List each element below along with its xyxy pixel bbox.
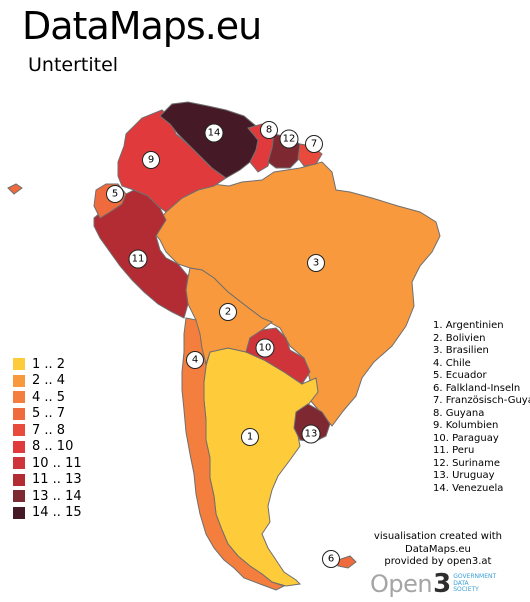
svg-text:11: 11 (132, 254, 145, 265)
svg-text:10: 10 (259, 343, 272, 354)
country-key-list: 1. Argentinien 2. Bolivien 3. Brasilien … (433, 320, 530, 495)
country-key-item: 3. Brasilien (433, 345, 489, 356)
svg-text:14: 14 (208, 128, 221, 139)
country-key-item: 14. Venezuela (433, 482, 504, 494)
legend-swatch (13, 358, 25, 371)
legend-swatch (13, 457, 25, 470)
marker-3: 3 (307, 254, 325, 272)
logo-word: Open (370, 570, 433, 598)
country-key-item: 8. Guyana (433, 407, 485, 419)
legend-swatch (13, 506, 25, 519)
legend-label: 11 .. 13 (32, 472, 82, 488)
svg-text:6: 6 (328, 554, 334, 565)
credit-text: visualisation created with DataMaps.eu p… (374, 531, 502, 569)
legend-swatch (13, 473, 25, 486)
country-key-item: 9. Kolumbien (433, 420, 499, 431)
marker-6: 6 (322, 550, 340, 568)
logo-tagline: GOVERNMENT DATA SOCIETY (453, 574, 496, 594)
legend-item: 5 .. 7 (13, 406, 82, 423)
svg-text:5: 5 (112, 189, 118, 200)
legend-item: 4 .. 5 (13, 389, 82, 406)
country-brasilien[interactable] (151, 161, 441, 427)
country-key-item: 13. Uruguay (433, 470, 495, 481)
color-legend: 1 .. 2 2 .. 4 4 .. 5 5 .. 7 7 .. 8 8 .. … (13, 356, 82, 521)
legend-swatch (13, 490, 25, 503)
logo-tag-line: SOCIETY (453, 586, 479, 594)
legend-item: 13 .. 14 (13, 488, 82, 505)
legend-label: 2 .. 4 (32, 373, 66, 389)
marker-13: 13 (301, 424, 321, 444)
svg-text:7: 7 (311, 139, 317, 150)
legend-label: 4 .. 5 (32, 389, 66, 405)
marker-11: 11 (128, 249, 148, 269)
legend-swatch (13, 391, 25, 404)
country-key-item: 7. Französisch-Guya (433, 395, 530, 406)
map-subtitle: Untertitel (28, 54, 119, 76)
svg-text:13: 13 (305, 429, 318, 440)
marker-14: 14 (204, 123, 224, 143)
country-falkland-inseln[interactable] (337, 555, 357, 569)
map-title: DataMaps.eu (22, 4, 262, 48)
logo-digit: 3 (433, 569, 452, 599)
legend-item: 11 .. 13 (13, 472, 82, 489)
svg-text:3: 3 (313, 258, 319, 269)
country-key-item: 11. Peru (433, 445, 475, 456)
svg-text:9: 9 (148, 155, 154, 166)
legend-item: 10 .. 11 (13, 455, 82, 472)
country-key-item: 2. Bolivien (433, 332, 486, 344)
marker-7: 7 (305, 135, 323, 153)
legend-label: 1 .. 2 (32, 356, 66, 372)
marker-4: 4 (186, 351, 204, 369)
galapagos-islands (7, 183, 23, 195)
credit-line: DataMaps.eu (405, 543, 471, 555)
country-chile[interactable] (181, 317, 286, 591)
legend-swatch (13, 424, 25, 437)
marker-1: 1 (241, 428, 259, 446)
svg-text:1: 1 (247, 432, 253, 443)
legend-item: 2 .. 4 (13, 373, 82, 390)
svg-text:2: 2 (225, 307, 231, 318)
credit-line: visualisation created with (373, 531, 502, 542)
legend-item: 7 .. 8 (13, 422, 82, 439)
country-key-item: 5. Ecuador (433, 370, 487, 381)
svg-text:12: 12 (283, 134, 296, 145)
legend-swatch (13, 407, 25, 420)
marker-5: 5 (106, 185, 124, 203)
logo-tag-line: GOVERNMENT (453, 573, 497, 581)
legend-label: 14 .. 15 (32, 505, 82, 521)
svg-text:8: 8 (266, 125, 272, 136)
legend-label: 10 .. 11 (32, 455, 82, 471)
country-key-item: 6. Falkland-Inseln (433, 382, 521, 394)
legend-item: 8 .. 10 (13, 439, 82, 456)
credit-line: provided by open3.at (384, 556, 492, 567)
legend-label: 13 .. 14 (32, 488, 82, 504)
legend-item: 1 .. 2 (13, 356, 82, 373)
legend-label: 5 .. 7 (32, 406, 66, 422)
country-key-item: 4. Chile (433, 357, 471, 369)
svg-text:4: 4 (192, 355, 198, 366)
country-key-item: 1. Argentinien (433, 320, 504, 331)
marker-8: 8 (260, 121, 278, 139)
country-key-item: 10. Paraguay (433, 432, 499, 444)
legend-item: 14 .. 15 (13, 505, 82, 522)
legend-label: 7 .. 8 (32, 422, 66, 438)
open3-logo: Open 3 GOVERNMENT DATA SOCIETY (370, 569, 496, 599)
marker-9: 9 (142, 151, 160, 169)
legend-swatch (13, 440, 25, 453)
marker-2: 2 (219, 303, 237, 321)
logo-tag-line: DATA (453, 579, 469, 587)
legend-swatch (13, 374, 25, 387)
legend-label: 8 .. 10 (32, 439, 74, 455)
country-key-item: 12. Suriname (433, 457, 501, 469)
marker-10: 10 (255, 338, 275, 358)
marker-12: 12 (279, 129, 299, 149)
